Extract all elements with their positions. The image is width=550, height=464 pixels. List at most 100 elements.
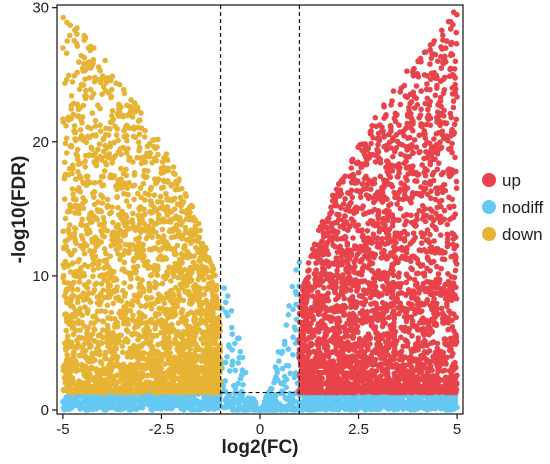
point-down — [136, 117, 143, 123]
point-down — [99, 228, 105, 235]
point-down — [158, 351, 164, 358]
point-nodiff — [378, 405, 384, 411]
point-up — [408, 212, 414, 219]
point-down — [140, 241, 146, 248]
point-nodiff — [368, 404, 374, 411]
point-nodiff — [293, 291, 300, 298]
point-down — [209, 289, 216, 296]
point-nodiff — [334, 406, 341, 413]
point-down — [68, 142, 74, 149]
point-nodiff — [319, 400, 326, 407]
point-down — [203, 286, 210, 293]
point-up — [432, 92, 439, 99]
point-down — [153, 229, 159, 236]
point-down — [112, 153, 119, 159]
point-down — [123, 336, 130, 342]
point-down — [151, 192, 158, 198]
point-down — [173, 299, 180, 305]
point-down — [200, 329, 207, 335]
point-down — [126, 203, 132, 209]
point-down — [131, 126, 137, 132]
point-down — [92, 123, 99, 129]
point-down — [195, 370, 202, 376]
point-down — [66, 222, 73, 228]
point-down — [149, 334, 156, 340]
point-nodiff — [404, 402, 410, 409]
point-up — [321, 285, 327, 291]
point-down — [69, 343, 75, 350]
point-down — [80, 290, 87, 296]
point-down — [89, 132, 96, 139]
point-down — [201, 386, 208, 392]
point-down — [81, 34, 88, 41]
point-down — [75, 259, 81, 265]
point-down — [74, 187, 80, 193]
point-up — [454, 372, 460, 379]
point-down — [92, 150, 99, 157]
point-down — [171, 340, 177, 347]
point-down — [179, 282, 185, 288]
point-nodiff — [263, 393, 270, 400]
point-down — [209, 346, 215, 353]
point-down — [97, 367, 104, 374]
point-nodiff — [313, 406, 320, 413]
point-nodiff — [252, 399, 259, 406]
point-nodiff — [280, 389, 287, 396]
point-down — [89, 331, 96, 337]
point-down — [162, 241, 169, 248]
point-down — [131, 224, 138, 230]
point-nodiff — [285, 312, 292, 318]
point-down — [152, 262, 158, 269]
point-down — [158, 321, 165, 328]
point-down — [71, 37, 77, 44]
point-nodiff — [224, 354, 230, 360]
point-down — [144, 227, 150, 233]
point-down — [105, 132, 112, 138]
point-down — [121, 127, 127, 134]
point-nodiff — [440, 397, 446, 404]
point-nodiff — [283, 322, 290, 328]
point-nodiff — [238, 397, 244, 403]
point-down — [63, 123, 69, 129]
point-down — [75, 286, 81, 293]
point-down — [215, 354, 221, 360]
point-down — [101, 277, 107, 283]
point-down — [141, 350, 147, 356]
point-down — [193, 378, 200, 385]
point-nodiff — [116, 395, 122, 402]
point-down — [123, 317, 129, 323]
point-down — [91, 189, 98, 195]
point-down — [83, 380, 90, 387]
point-down — [192, 227, 198, 234]
point-down — [63, 327, 69, 334]
point-nodiff — [260, 407, 267, 413]
point-down — [134, 190, 141, 197]
point-down — [203, 346, 209, 353]
point-down — [169, 196, 175, 203]
point-nodiff — [351, 394, 357, 400]
point-down — [208, 281, 214, 287]
point-down — [170, 164, 177, 170]
point-down — [95, 333, 102, 339]
point-nodiff — [111, 400, 117, 407]
point-down — [110, 373, 117, 380]
point-nodiff — [384, 402, 391, 408]
point-down — [95, 102, 101, 108]
point-down — [144, 258, 151, 265]
point-down — [128, 363, 135, 369]
point-down — [87, 366, 93, 373]
point-down — [129, 316, 136, 323]
point-down — [116, 212, 122, 218]
point-down — [163, 311, 169, 318]
point-down — [168, 278, 174, 284]
point-nodiff — [269, 406, 275, 412]
point-down — [103, 76, 109, 82]
point-down — [108, 358, 114, 364]
point-down — [110, 219, 116, 226]
point-down — [155, 341, 161, 348]
point-nodiff — [239, 371, 246, 378]
point-down — [135, 332, 142, 338]
point-down — [82, 164, 88, 170]
point-down — [181, 245, 187, 252]
point-down — [117, 146, 124, 152]
